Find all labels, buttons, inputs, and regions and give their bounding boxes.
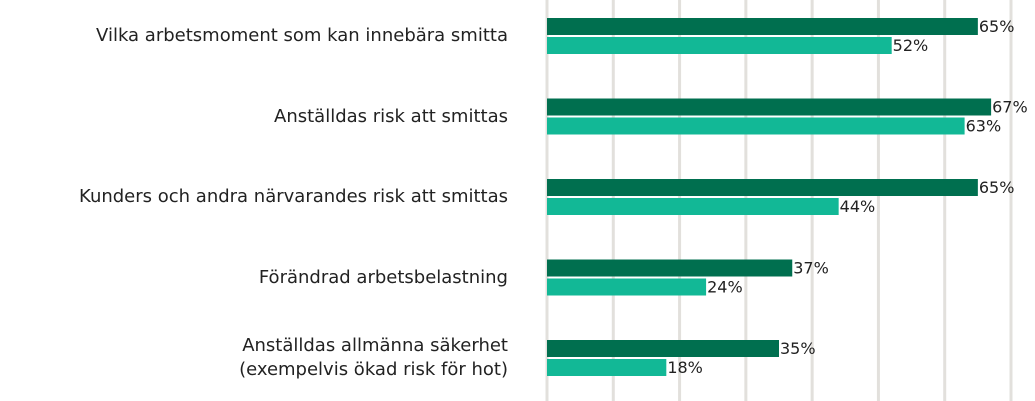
bar — [547, 98, 992, 116]
bar — [547, 278, 707, 296]
value-label: 63% — [966, 117, 1002, 136]
bar — [547, 198, 839, 215]
bar — [547, 340, 779, 357]
value-label: 52% — [893, 36, 929, 55]
value-label: 67% — [992, 98, 1028, 117]
bar — [547, 259, 793, 277]
value-label: 65% — [979, 17, 1015, 36]
category-label: Anställdas risk att smittas — [274, 105, 508, 127]
bar — [547, 37, 892, 54]
bar — [547, 18, 978, 35]
bar — [547, 179, 978, 196]
category-label: Anställdas allmänna säkerhet (exempelvis… — [239, 335, 508, 380]
value-label: 24% — [707, 278, 743, 297]
bar — [547, 359, 667, 376]
value-label: 37% — [793, 259, 829, 278]
value-label: 35% — [780, 339, 816, 358]
value-label: 44% — [840, 197, 876, 216]
category-label: Förändrad arbetsbelastning — [258, 266, 508, 288]
category-label: Kunders och andra närvarandes risk att s… — [79, 186, 508, 207]
category-label: Vilka arbetsmoment som kan innebära smit… — [96, 25, 508, 46]
bar — [547, 117, 965, 135]
value-label: 18% — [667, 358, 703, 377]
value-label: 65% — [979, 178, 1015, 197]
